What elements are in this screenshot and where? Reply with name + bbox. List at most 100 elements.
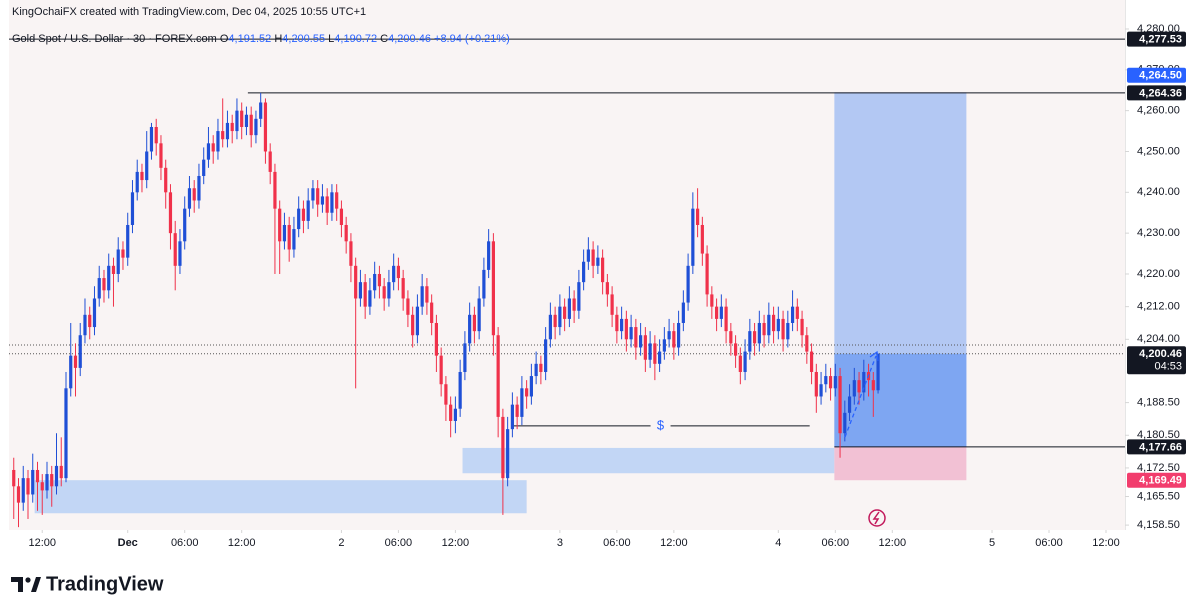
candle-body [634, 327, 638, 348]
candle-body [154, 126, 158, 144]
candle-body [686, 265, 690, 303]
candle-body [263, 102, 268, 152]
candle-body [111, 265, 116, 274]
candle-body [282, 224, 287, 242]
candle-body [828, 376, 833, 389]
ohlc-key: O [219, 33, 229, 45]
price-label: 4,264.36 [1139, 87, 1182, 99]
x-tick-label: 5 [989, 537, 995, 549]
candle-body [368, 290, 372, 307]
logo: TradingView [11, 573, 164, 595]
candle-body [691, 208, 695, 266]
x-tick-label: 12:00 [228, 537, 256, 549]
candle-body [596, 257, 600, 266]
candle-body [724, 306, 728, 332]
candle-body [677, 322, 681, 348]
candle-body [463, 343, 467, 372]
x-tick-label: 06:00 [603, 537, 631, 549]
candle-body [396, 265, 401, 279]
y-tick-label: 4,230.00 [1137, 227, 1180, 239]
candle-body [311, 188, 315, 201]
candle-body [809, 351, 814, 372]
ohlc-key: C [380, 33, 389, 45]
candle-body [415, 306, 420, 336]
candle-body [306, 200, 310, 221]
candle-body [230, 122, 234, 132]
y-tick-label: 4,212.00 [1137, 301, 1180, 313]
candle-body [738, 355, 742, 372]
candle-body [92, 298, 97, 328]
candle-body [838, 376, 842, 434]
candle-body [12, 469, 16, 487]
candle-body [358, 282, 363, 299]
candle-body [297, 208, 301, 230]
candle-body [50, 474, 54, 487]
candle-body [681, 302, 685, 323]
ohlc-value: 4,200.55 [282, 33, 326, 45]
logo-mark [11, 577, 23, 592]
symbol: Gold Spot / U.S. Dollar · 30 · FOREX.com [12, 33, 217, 45]
candle-body [40, 482, 44, 491]
candle-body [506, 429, 510, 479]
candle-body [249, 114, 253, 136]
price-label-box [1127, 31, 1186, 47]
y-tick-label: 4,260.00 [1137, 105, 1180, 117]
candle-body [852, 380, 856, 397]
candle-body [244, 114, 249, 127]
symbol-legend: Gold Spot / U.S. Dollar · 30 · FOREX.com… [12, 33, 510, 45]
x-tick-label: 06:00 [171, 537, 199, 549]
lines-layer: $ [9, 38, 1125, 448]
candle-body [477, 298, 481, 332]
candle-body [567, 298, 571, 319]
candle-body [439, 355, 443, 385]
candle-body [529, 376, 533, 397]
candle-body [183, 208, 187, 242]
y-tick-label: 4,188.50 [1137, 397, 1180, 409]
replay-icon[interactable] [868, 509, 886, 527]
candle-body [102, 278, 106, 291]
candle-body [591, 249, 595, 266]
candle-body [373, 273, 377, 291]
candle-body [292, 229, 296, 250]
candle-body [78, 335, 82, 368]
price-label: 4,200.46 [1139, 348, 1182, 360]
candle-body [206, 143, 211, 160]
candle-body [496, 335, 500, 417]
candle-body [510, 404, 514, 430]
candle-body [534, 363, 538, 377]
y-tick-label: 4,165.50 [1137, 490, 1180, 502]
candle-body [662, 339, 666, 352]
candle-body [88, 314, 92, 328]
candle-body [577, 282, 581, 311]
candle-body [620, 318, 624, 332]
price-label-box [1127, 472, 1186, 488]
candle-body [733, 343, 738, 356]
candle-body [301, 208, 306, 221]
y-tick-label: 4,172.50 [1137, 462, 1180, 474]
x-tick-label: Dec [118, 537, 138, 549]
candle-body [605, 282, 609, 295]
candle-body [26, 478, 30, 495]
candle-body [871, 380, 875, 391]
ohlc-value: 4,200.46 [388, 33, 431, 45]
logo-mark [31, 577, 41, 592]
candle-body [482, 269, 486, 299]
x-tick-label: 06:00 [822, 537, 850, 549]
candle-body [316, 188, 320, 205]
candle-body [525, 388, 529, 397]
candle-body [748, 331, 752, 352]
price-label: 4,277.53 [1139, 33, 1182, 45]
candle-body [624, 318, 628, 340]
candle-body [97, 278, 101, 299]
candle-body [491, 241, 495, 336]
candle-body [586, 249, 590, 262]
brand: TradingView [46, 573, 164, 595]
candle-body [83, 314, 87, 336]
x-tick-label: 12:00 [660, 537, 688, 549]
ohlc-key: H [274, 33, 283, 45]
y-tick-label: 4,240.00 [1137, 186, 1180, 198]
labels-layer: 4,158.50 4,165.50 4,172.50 4,180.50 4,188.50… [28, 23, 1186, 549]
icon-circle [868, 509, 886, 527]
candle-body [197, 175, 201, 201]
